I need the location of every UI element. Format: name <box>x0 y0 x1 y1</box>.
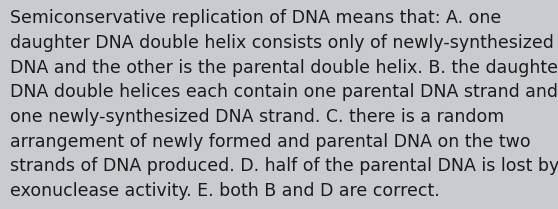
Text: exonuclease activity. E. both B and D are correct.: exonuclease activity. E. both B and D ar… <box>10 182 440 200</box>
Text: Semiconservative replication of DNA means that: A. one: Semiconservative replication of DNA mean… <box>10 9 501 27</box>
Text: arrangement of newly formed and parental DNA on the two: arrangement of newly formed and parental… <box>10 133 531 151</box>
Text: daughter DNA double helix consists only of newly-synthesized: daughter DNA double helix consists only … <box>10 34 554 52</box>
Text: one newly-synthesized DNA strand. C. there is a random: one newly-synthesized DNA strand. C. the… <box>10 108 504 126</box>
Text: DNA double helices each contain one parental DNA strand and: DNA double helices each contain one pare… <box>10 83 558 101</box>
Text: strands of DNA produced. D. half of the parental DNA is lost by: strands of DNA produced. D. half of the … <box>10 157 558 175</box>
Text: DNA and the other is the parental double helix. B. the daughter: DNA and the other is the parental double… <box>10 59 558 77</box>
